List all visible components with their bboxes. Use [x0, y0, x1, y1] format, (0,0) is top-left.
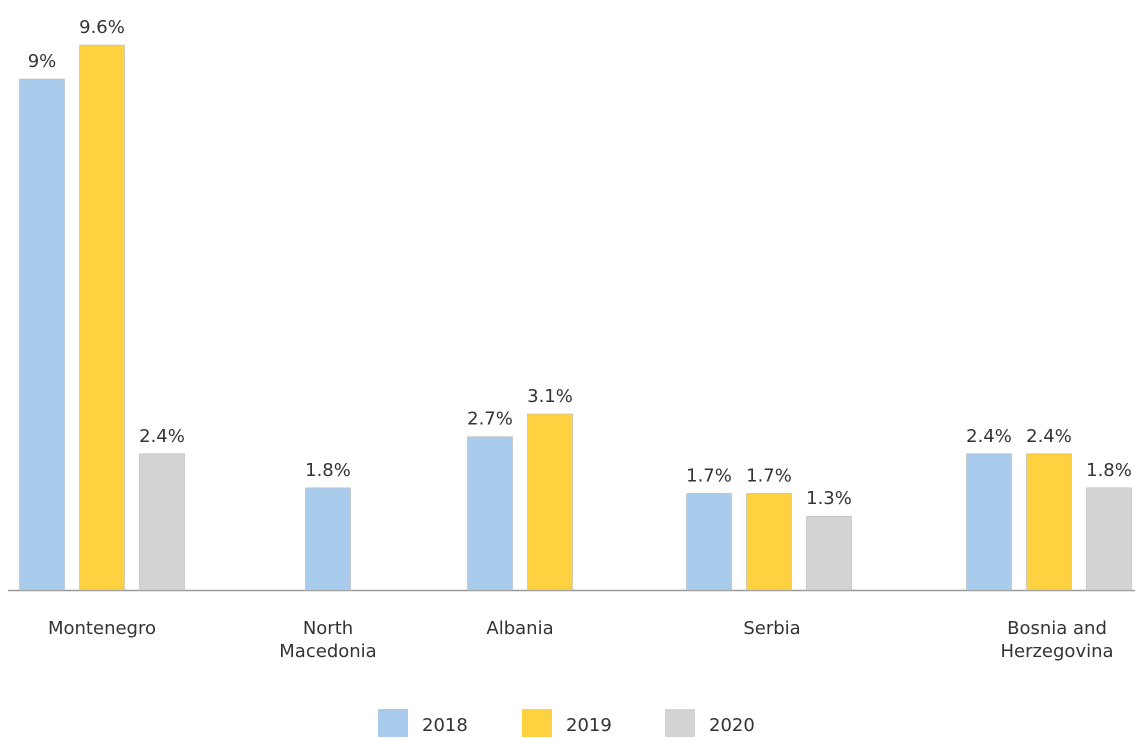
value-label: 1.8% [1086, 460, 1132, 481]
legend-label: 2019 [566, 715, 612, 736]
x-tick-label: Albania [486, 618, 554, 639]
bar [1086, 487, 1132, 591]
x-tick-label: Serbia [743, 618, 801, 639]
value-label: 9% [28, 51, 57, 72]
x-tick-label: North Macedonia [279, 618, 377, 662]
legend-swatch [522, 709, 552, 737]
bar [527, 413, 573, 591]
bar [139, 453, 185, 591]
bar [686, 493, 732, 591]
legend-swatch [378, 709, 408, 737]
x-tick-label: Bosnia and Herzegovina [1000, 618, 1114, 662]
bar [79, 44, 125, 591]
bar [746, 493, 792, 591]
value-label: 1.7% [686, 465, 732, 486]
legend-label: 2018 [422, 715, 468, 736]
bar [966, 453, 1012, 591]
bar [1026, 453, 1072, 591]
value-label: 9.6% [79, 17, 125, 38]
value-label: 1.8% [305, 460, 351, 481]
value-label: 3.1% [527, 386, 573, 407]
bar [467, 436, 513, 591]
value-label: 2.7% [467, 409, 513, 430]
bar [806, 515, 852, 591]
value-label: 1.7% [746, 465, 792, 486]
x-tick-label: Montenegro [47, 618, 156, 639]
legend-label: 2020 [709, 715, 755, 736]
bar [19, 78, 65, 591]
value-label: 2.4% [966, 426, 1012, 447]
legend-swatch [665, 709, 695, 737]
bar [305, 487, 351, 591]
value-label: 1.3% [806, 488, 852, 509]
value-label: 2.4% [1026, 426, 1072, 447]
value-label: 2.4% [139, 426, 185, 447]
